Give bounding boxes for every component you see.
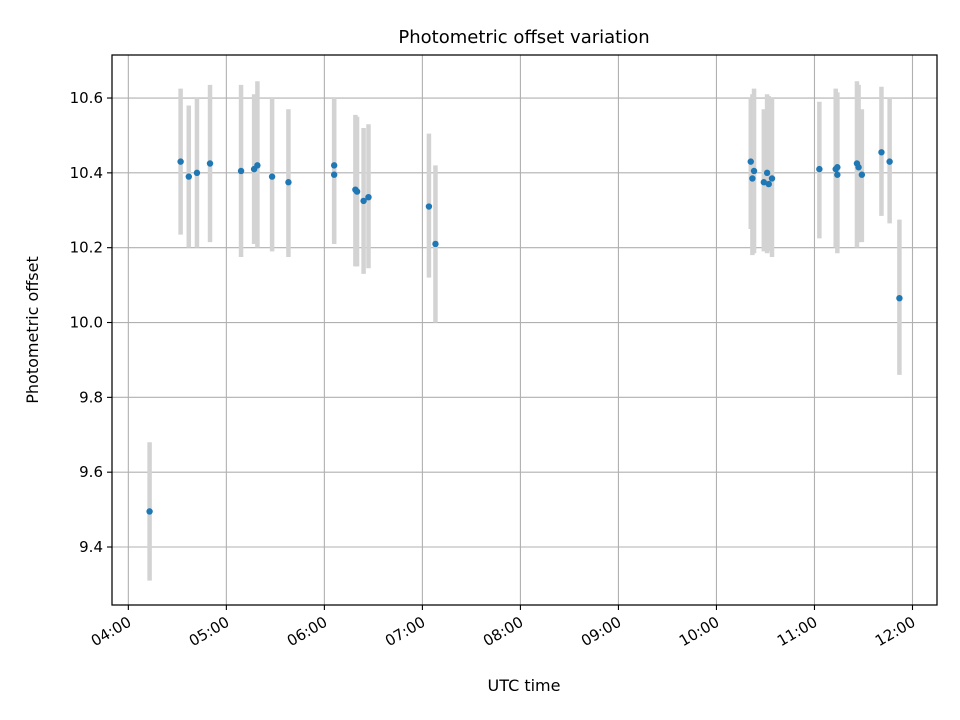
y-tick-label: 9.6 <box>79 463 103 481</box>
data-point <box>146 508 153 515</box>
data-point <box>330 171 338 178</box>
chart-title: Photometric offset variation <box>398 27 649 48</box>
data-point <box>834 164 841 171</box>
data-point <box>177 158 184 165</box>
data-point <box>768 175 776 182</box>
data-point <box>185 173 192 180</box>
y-tick-label: 9.4 <box>79 538 103 556</box>
data-point <box>749 175 756 182</box>
data-point <box>886 158 893 165</box>
data-point <box>765 180 772 188</box>
data-point <box>206 160 214 167</box>
data-point <box>330 162 338 169</box>
y-tick-label: 9.8 <box>79 388 103 406</box>
data-point <box>858 171 866 178</box>
y-axis: 9.4 9.6 9.8 10.0 10.2 10.4 10.6 <box>70 89 112 556</box>
data-point <box>193 169 201 177</box>
data-point <box>254 162 261 169</box>
data-point <box>268 173 276 180</box>
data-point <box>760 179 768 186</box>
y-axis-title: Photometric offset <box>23 256 42 404</box>
data-point <box>855 164 862 171</box>
data-point <box>285 179 292 186</box>
data-point <box>834 171 841 178</box>
y-tick-label: 10.6 <box>70 89 103 107</box>
data-point <box>425 203 433 210</box>
plot-frame <box>111 54 938 606</box>
data-point <box>360 197 367 205</box>
data-point <box>237 167 245 175</box>
y-tick-label: 10.2 <box>70 239 103 257</box>
data-point <box>816 165 823 173</box>
data-point <box>432 240 439 248</box>
data-point <box>747 158 754 165</box>
data-point <box>878 149 885 156</box>
data-point <box>750 167 758 175</box>
data-points <box>146 149 903 515</box>
x-axis-title: UTC time <box>488 676 561 695</box>
data-point <box>365 193 372 201</box>
data-point <box>763 169 771 177</box>
grid <box>112 55 937 605</box>
data-point <box>353 188 361 195</box>
y-tick-label: 10.4 <box>70 164 103 182</box>
y-tick-label: 10.0 <box>70 314 103 332</box>
data-point <box>896 294 903 302</box>
